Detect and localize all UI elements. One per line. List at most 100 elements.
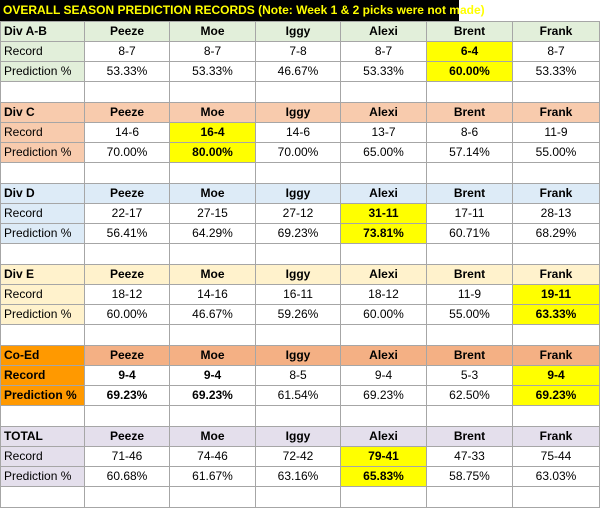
col-moe[interactable]: Moe [169, 102, 256, 123]
prediction-pct-label[interactable]: Prediction % [0, 466, 85, 487]
prediction-pct-label[interactable]: Prediction % [0, 223, 85, 244]
record-cell[interactable]: 5-3 [426, 365, 513, 386]
pct-cell[interactable]: 56.41% [84, 223, 170, 244]
record-cell[interactable]: 27-15 [169, 203, 256, 224]
record-cell-highlighted[interactable]: 31-11 [340, 203, 427, 224]
record-cell[interactable]: 8-7 [169, 41, 256, 62]
col-iggy[interactable]: Iggy [255, 21, 341, 42]
record-label[interactable]: Record [0, 446, 85, 467]
div-d-label[interactable]: Div D [0, 183, 85, 204]
col-brent[interactable]: Brent [426, 102, 513, 123]
col-brent[interactable]: Brent [426, 21, 513, 42]
pct-cell[interactable]: 69.23% [255, 223, 341, 244]
pct-cell[interactable]: 55.00% [426, 304, 513, 325]
pct-cell[interactable]: 60.00% [84, 304, 170, 325]
col-peeze[interactable]: Peeze [84, 264, 170, 285]
pct-cell[interactable]: 53.33% [84, 61, 170, 82]
col-alexi[interactable]: Alexi [340, 345, 427, 366]
col-alexi[interactable]: Alexi [340, 426, 427, 447]
record-cell[interactable]: 8-7 [84, 41, 170, 62]
col-frank[interactable]: Frank [512, 183, 600, 204]
col-brent[interactable]: Brent [426, 264, 513, 285]
record-label[interactable]: Record [0, 203, 85, 224]
col-peeze[interactable]: Peeze [84, 102, 170, 123]
col-peeze[interactable]: Peeze [84, 345, 170, 366]
pct-cell-highlighted[interactable]: 65.83% [340, 466, 427, 487]
record-cell-highlighted[interactable]: 16-4 [169, 122, 256, 143]
record-cell[interactable]: 9-4 [169, 365, 256, 386]
col-iggy[interactable]: Iggy [255, 102, 341, 123]
record-cell-highlighted[interactable]: 19-11 [512, 284, 600, 305]
record-cell[interactable]: 28-13 [512, 203, 600, 224]
col-peeze[interactable]: Peeze [84, 426, 170, 447]
prediction-pct-label[interactable]: Prediction % [0, 61, 85, 82]
col-brent[interactable]: Brent [426, 345, 513, 366]
pct-cell[interactable]: 63.03% [512, 466, 600, 487]
record-cell[interactable]: 18-12 [340, 284, 427, 305]
record-cell[interactable]: 22-17 [84, 203, 170, 224]
record-cell[interactable]: 47-33 [426, 446, 513, 467]
prediction-pct-label[interactable]: Prediction % [0, 385, 85, 406]
pct-cell-highlighted[interactable]: 73.81% [340, 223, 427, 244]
col-moe[interactable]: Moe [169, 21, 256, 42]
pct-cell[interactable]: 58.75% [426, 466, 513, 487]
col-alexi[interactable]: Alexi [340, 21, 427, 42]
col-iggy[interactable]: Iggy [255, 264, 341, 285]
col-alexi[interactable]: Alexi [340, 102, 427, 123]
record-cell[interactable]: 71-46 [84, 446, 170, 467]
col-frank[interactable]: Frank [512, 102, 600, 123]
record-cell[interactable]: 18-12 [84, 284, 170, 305]
record-cell[interactable]: 8-7 [512, 41, 600, 62]
record-cell[interactable]: 8-7 [340, 41, 427, 62]
record-label[interactable]: Record [0, 41, 85, 62]
pct-cell-highlighted[interactable]: 80.00% [169, 142, 256, 163]
pct-cell[interactable]: 65.00% [340, 142, 427, 163]
total-label[interactable]: TOTAL [0, 426, 85, 447]
col-frank[interactable]: Frank [512, 264, 600, 285]
record-cell-highlighted[interactable]: 6-4 [426, 41, 513, 62]
pct-cell[interactable]: 53.33% [169, 61, 256, 82]
col-frank[interactable]: Frank [512, 426, 600, 447]
col-brent[interactable]: Brent [426, 426, 513, 447]
pct-cell[interactable]: 68.29% [512, 223, 600, 244]
pct-cell[interactable]: 69.23% [84, 385, 170, 406]
pct-cell[interactable]: 59.26% [255, 304, 341, 325]
record-cell[interactable]: 11-9 [512, 122, 600, 143]
record-cell-highlighted[interactable]: 79-41 [340, 446, 427, 467]
col-brent[interactable]: Brent [426, 183, 513, 204]
pct-cell[interactable]: 46.67% [169, 304, 256, 325]
record-cell-highlighted[interactable]: 9-4 [512, 365, 600, 386]
pct-cell-highlighted[interactable]: 63.33% [512, 304, 600, 325]
prediction-pct-label[interactable]: Prediction % [0, 304, 85, 325]
pct-cell[interactable]: 61.54% [255, 385, 341, 406]
record-cell[interactable]: 14-6 [255, 122, 341, 143]
col-peeze[interactable]: Peeze [84, 183, 170, 204]
col-moe[interactable]: Moe [169, 345, 256, 366]
record-cell[interactable]: 27-12 [255, 203, 341, 224]
col-frank[interactable]: Frank [512, 21, 600, 42]
prediction-pct-label[interactable]: Prediction % [0, 142, 85, 163]
record-label[interactable]: Record [0, 365, 85, 386]
record-cell[interactable]: 8-6 [426, 122, 513, 143]
pct-cell[interactable]: 70.00% [255, 142, 341, 163]
pct-cell[interactable]: 69.23% [169, 385, 256, 406]
record-cell[interactable]: 8-5 [255, 365, 341, 386]
div-c-label[interactable]: Div C [0, 102, 85, 123]
record-cell[interactable]: 14-16 [169, 284, 256, 305]
pct-cell[interactable]: 55.00% [512, 142, 600, 163]
col-alexi[interactable]: Alexi [340, 183, 427, 204]
record-label[interactable]: Record [0, 284, 85, 305]
col-moe[interactable]: Moe [169, 426, 256, 447]
pct-cell[interactable]: 61.67% [169, 466, 256, 487]
pct-cell[interactable]: 46.67% [255, 61, 341, 82]
pct-cell[interactable]: 64.29% [169, 223, 256, 244]
record-cell[interactable]: 9-4 [84, 365, 170, 386]
record-cell[interactable]: 72-42 [255, 446, 341, 467]
pct-cell[interactable]: 53.33% [512, 61, 600, 82]
col-frank[interactable]: Frank [512, 345, 600, 366]
pct-cell[interactable]: 60.71% [426, 223, 513, 244]
pct-cell[interactable]: 69.23% [340, 385, 427, 406]
div-ab-label[interactable]: Div A-B [0, 21, 85, 42]
col-alexi[interactable]: Alexi [340, 264, 427, 285]
record-cell[interactable]: 16-11 [255, 284, 341, 305]
